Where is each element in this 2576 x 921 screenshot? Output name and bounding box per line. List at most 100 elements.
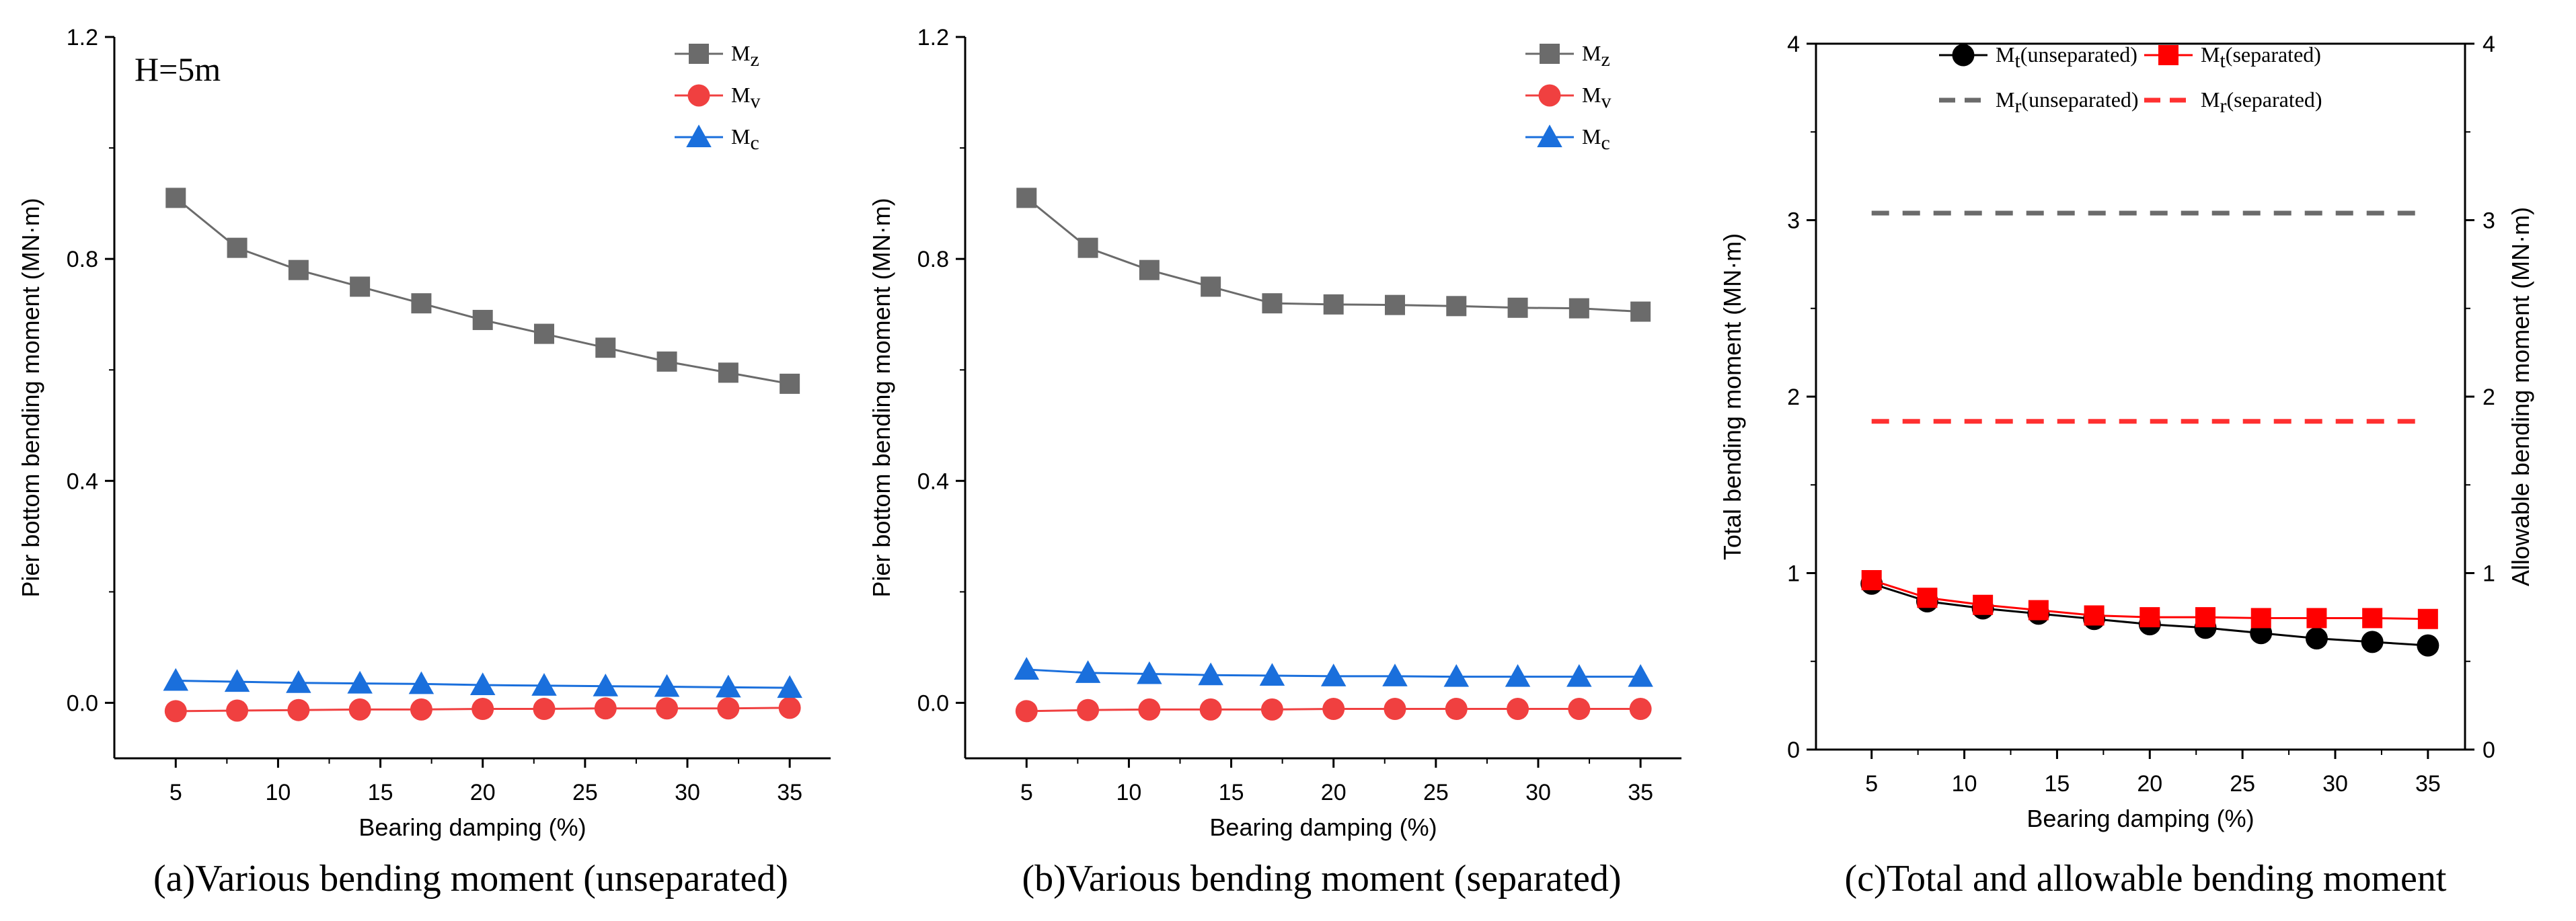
y-tick-label: 0.4 (67, 469, 98, 494)
legend-item: Mr(separated) (2144, 87, 2322, 117)
y-tick-label: 0.8 (67, 247, 98, 272)
data-point-triangle (1259, 663, 1285, 686)
data-point-circle (1138, 698, 1161, 721)
data-point-triangle (1075, 660, 1101, 683)
data-point-square (472, 309, 493, 330)
x-tick-label: 35 (2415, 771, 2441, 797)
legend-label-sub: t (2220, 50, 2226, 72)
x-tick-label: 30 (675, 780, 700, 805)
x-tick-label: 25 (572, 780, 598, 805)
x-tick-label: 30 (1525, 780, 1551, 805)
x-tick-label: 35 (1628, 780, 1653, 805)
x-tick-label: 20 (2137, 771, 2162, 797)
legend-label-main: M (2201, 42, 2220, 67)
y-tick-label: 0 (1787, 737, 1800, 763)
data-point-square (2084, 605, 2105, 626)
legend-label-sub: r (2014, 95, 2021, 117)
data-point-square (1385, 294, 1405, 315)
y-tick-label: 4 (1787, 32, 1800, 57)
x-tick-label: 5 (1020, 780, 1033, 805)
panel-caption: (b)Various bending moment (separated) (1022, 858, 1621, 899)
data-point-circle (2417, 634, 2439, 657)
x-tick-label: 20 (1321, 780, 1347, 805)
data-point-circle (471, 698, 494, 721)
series-Mv (164, 696, 801, 723)
panel-caption: (a)Various bending moment (unseparated) (153, 858, 788, 899)
data-point-square (411, 293, 432, 314)
y-tick-label: 0.0 (917, 690, 949, 716)
legend-label: Mz (731, 41, 759, 71)
legend-label: Mr(separated) (2201, 87, 2322, 117)
legend-label-sub: c (1601, 132, 1609, 154)
data-point-circle (1538, 84, 1561, 107)
data-point-circle (164, 700, 187, 723)
data-point-triangle (777, 675, 802, 698)
data-point-square (1861, 570, 1882, 590)
data-point-circle (1568, 698, 1591, 721)
y-axis-label: Total bending moment (MN·m) (1718, 233, 1746, 560)
x-tick-label: 15 (368, 780, 393, 805)
data-point-square (689, 44, 709, 64)
legend-label-main: M (1996, 42, 2014, 67)
legend-item: Mv (1525, 83, 1611, 112)
y-tick-label: 0.4 (917, 469, 949, 494)
legend-label-suffix: (unseparated) (2020, 42, 2137, 67)
data-point-triangle (654, 674, 680, 697)
y-tick-label: 0.8 (917, 247, 949, 272)
data-point-square (595, 337, 616, 358)
data-point-triangle (163, 668, 189, 691)
data-point-circle (1445, 698, 1468, 721)
x-tick-label: 35 (777, 780, 802, 805)
data-point-circle (2305, 627, 2328, 650)
data-point-circle (1199, 698, 1222, 721)
y-tick-label: 0.0 (67, 690, 98, 716)
x-tick-label: 10 (1116, 780, 1142, 805)
data-point-circle (717, 697, 740, 720)
data-point-square (2250, 608, 2271, 629)
data-point-square (656, 351, 677, 372)
data-point-square (2158, 45, 2179, 65)
data-point-square (780, 373, 800, 394)
legend-label-main: M (2201, 87, 2220, 112)
x-axis-label: Bearing damping (%) (2026, 805, 2254, 832)
data-point-square (1077, 237, 1098, 258)
data-point-square (1016, 188, 1037, 208)
data-point-square (1507, 297, 1528, 318)
legend-item: Mc (1525, 124, 1610, 154)
y-axis-right-label: Allowable bending moment (MN·m) (2507, 207, 2534, 586)
data-point-triangle (1505, 664, 1531, 687)
legend-label-sub: r (2220, 95, 2226, 117)
data-point-circle (1384, 698, 1406, 721)
legend-label-main: M (731, 83, 750, 107)
data-point-square (1568, 298, 1589, 319)
data-point-circle (287, 698, 310, 721)
x-tick-label: 5 (1865, 771, 1878, 797)
legend-label: Mr(unseparated) (1996, 87, 2139, 117)
data-point-circle (1322, 698, 1345, 721)
data-point-square (1973, 594, 1994, 615)
data-point-square (2306, 608, 2327, 629)
data-point-circle (594, 697, 617, 720)
x-axis-label: Bearing damping (%) (1209, 813, 1437, 841)
y-tick-label: 1.2 (67, 25, 98, 50)
y-tick-label: 3 (1787, 208, 1800, 234)
y-axis-label: Pier bottom bending moment (MN·m) (868, 198, 895, 597)
data-point-square (1540, 44, 1560, 64)
data-point-triangle (286, 670, 311, 693)
data-point-triangle (469, 672, 496, 696)
legend-label-suffix: (separated) (2226, 42, 2321, 67)
chart-panel-c: 5 10 15 20 25 30 35 0 0 1 1 2 2 3 3 4 4 Bearing damping (… (1718, 32, 2534, 899)
legend-label-sub: c (750, 132, 759, 154)
data-point-triangle (347, 670, 373, 694)
data-point-triangle (1537, 124, 1562, 147)
panel-caption: (c)Total and allowable bending moment (1845, 858, 2447, 899)
data-point-triangle (224, 669, 250, 692)
legend-label: Mv (731, 83, 760, 112)
x-axis-label: Bearing damping (%) (358, 813, 586, 841)
series-Mc (1014, 657, 1653, 687)
data-point-triangle (1566, 664, 1592, 687)
legend-label-main: M (1996, 87, 2014, 112)
y-right-tick-label: 4 (2483, 32, 2495, 57)
